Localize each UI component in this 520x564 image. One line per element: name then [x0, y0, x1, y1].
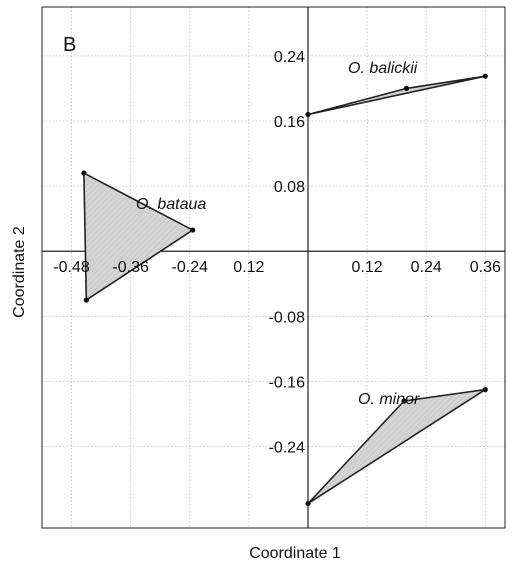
y-tick-label: -0.08 [269, 309, 306, 326]
y-tick-label: -0.16 [269, 374, 306, 391]
x-tick-label: 0.36 [470, 259, 501, 276]
y-tick-label: -0.24 [269, 440, 306, 457]
series-label: O. bataua [136, 196, 206, 213]
series-o-minor: O. minor [305, 387, 488, 507]
data-point [403, 85, 410, 92]
convex-hulls: O. balickii O. bataua O. minor [81, 60, 488, 507]
data-point [401, 398, 407, 404]
x-tick-labels: -0.48 -0.36 -0.24 0.12 0.12 0.24 0.36 [53, 259, 501, 276]
hull-o-bataua [83, 172, 194, 301]
x-axis-label: Coordinate 1 [249, 545, 341, 562]
x-tick-label: 0.12 [352, 259, 383, 276]
series-o-bataua: O. bataua [81, 170, 206, 303]
y-tick-labels: 0.24 0.16 0.08 -0.08 -0.16 -0.24 [269, 49, 306, 457]
x-tick-label: -0.36 [112, 259, 149, 276]
x-tick-label: 0.24 [411, 259, 442, 276]
x-tick-label: 0.12 [233, 259, 264, 276]
y-axis-label: Coordinate 2 [11, 226, 28, 318]
plot-frame [41, 6, 506, 529]
y-tick-label: 0.16 [274, 114, 305, 131]
hull-o-balickii [307, 75, 487, 116]
data-point [482, 387, 488, 393]
data-point [83, 297, 89, 303]
series-label: O. minor [358, 391, 420, 408]
series-o-balickii: O. balickii [305, 60, 488, 118]
data-point [305, 500, 311, 507]
x-tick-label: -0.24 [172, 259, 209, 276]
y-tick-label: 0.24 [274, 49, 305, 66]
y-tick-label: 0.08 [274, 179, 305, 196]
series-label: O. balickii [348, 60, 418, 77]
data-point [190, 227, 196, 233]
panel-label: B [63, 34, 76, 56]
data-point [81, 170, 87, 176]
x-tick-label: -0.48 [53, 259, 90, 276]
data-point [482, 73, 488, 79]
hull-o-minor [307, 388, 487, 505]
data-point [305, 111, 311, 118]
